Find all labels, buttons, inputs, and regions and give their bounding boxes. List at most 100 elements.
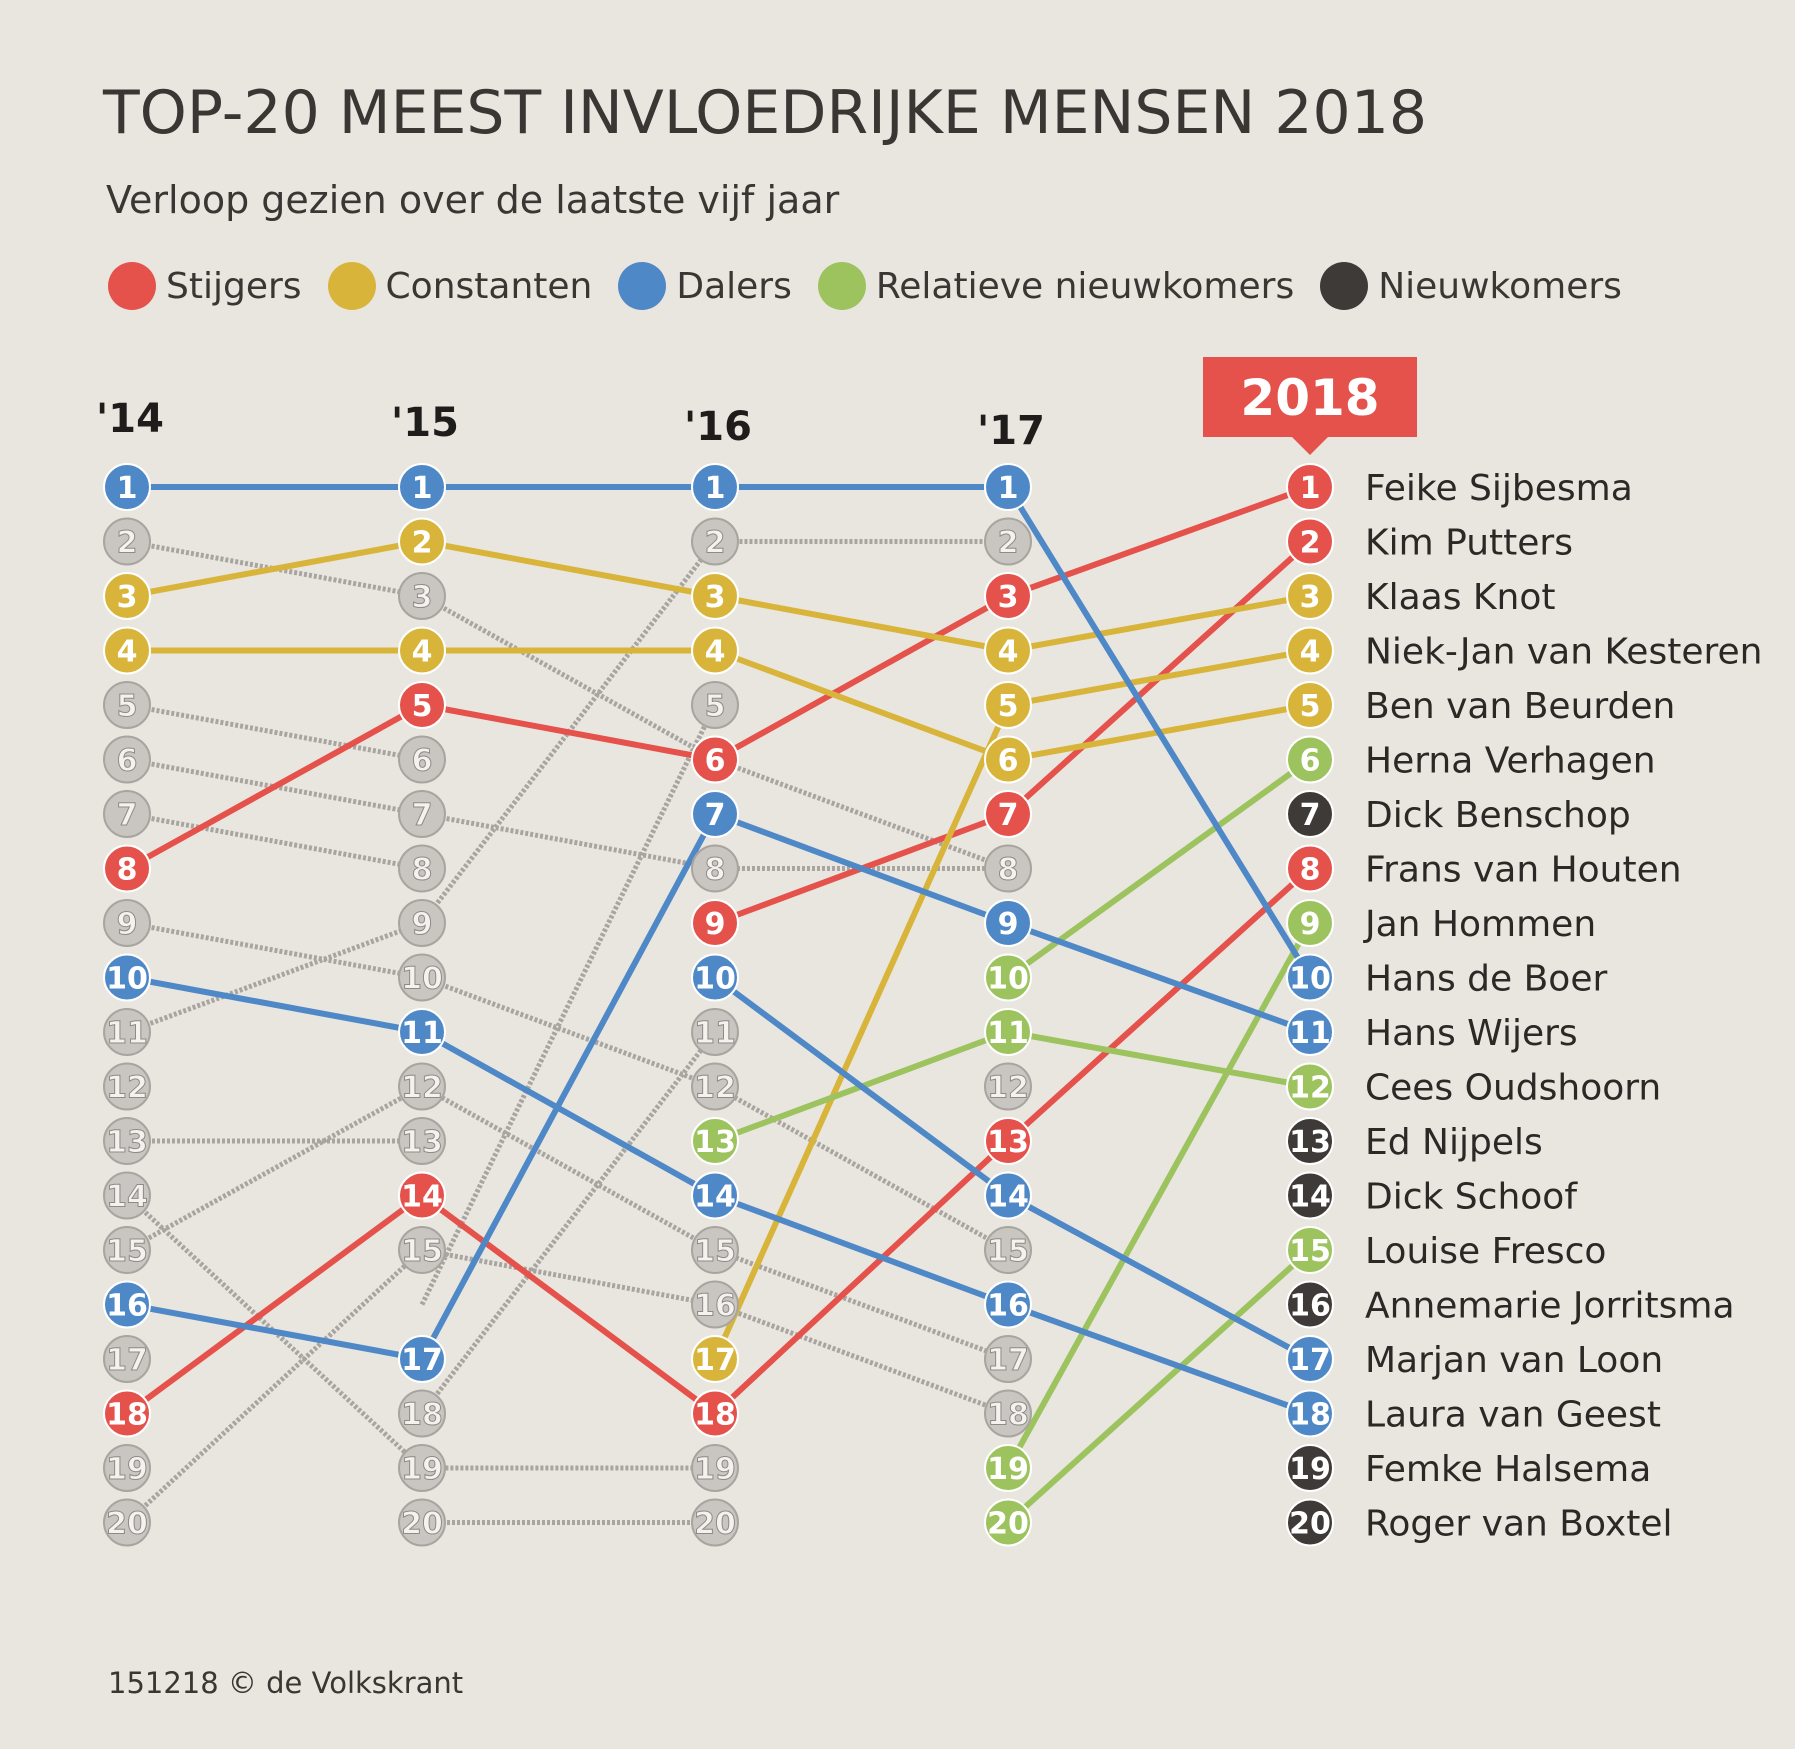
rank-label: 20 (1289, 1507, 1331, 1542)
rank-node (1286, 681, 1334, 729)
grey-rank-node (691, 1444, 739, 1492)
rank-node (1286, 844, 1334, 893)
rank-label: 20 (987, 1507, 1029, 1542)
rank-node (103, 572, 151, 620)
rank-label: 5 (998, 689, 1019, 724)
rank-node (398, 626, 446, 675)
person-name-label: Klaas Knot (1365, 577, 1556, 618)
rank-label: 3 (117, 580, 138, 615)
rank-label: 14 (401, 1180, 443, 1215)
person-name-label: Annemarie Jorritsma (1365, 1286, 1735, 1327)
grey-rank-node (398, 1498, 446, 1547)
person-name-label: Jan Hommen (1363, 904, 1596, 945)
rank-node (691, 1117, 739, 1165)
rank-label: 9 (1300, 907, 1321, 942)
rank-label: 17 (694, 1343, 736, 1378)
rank-label: 16 (987, 1289, 1029, 1324)
rank-node (1286, 1498, 1334, 1547)
grey-track-line (125, 1084, 1009, 1362)
grey-rank-node (984, 1062, 1032, 1111)
legend-item: Constanten (327, 262, 592, 310)
grey-rank-label: 9 (412, 907, 433, 942)
legend-label: Dalers (676, 265, 792, 307)
person-name-label: Louise Fresco (1365, 1231, 1606, 1272)
grey-rank-label: 12 (401, 1071, 443, 1106)
rank-node (984, 953, 1032, 1002)
grey-track-line (420, 1030, 717, 1416)
rank-node (691, 790, 739, 838)
grey-track-line (126, 920, 1010, 1253)
rank-node (984, 463, 1032, 511)
grey-rank-label: 18 (987, 1398, 1029, 1433)
grey-rank-node (398, 1444, 446, 1492)
grey-rank-node (691, 1226, 739, 1274)
rank-node (691, 572, 739, 620)
rank-label: 10 (694, 962, 736, 997)
person-name-label: Ben van Beurden (1365, 686, 1675, 727)
rank-node (691, 1335, 739, 1383)
rank-label: 17 (1289, 1343, 1331, 1378)
rank-nodes (103, 463, 1334, 1547)
chart-subtitle: Verloop gezien over de laatste vijf jaar (106, 178, 840, 222)
rank-label: 6 (1300, 744, 1321, 779)
rank-label: 18 (694, 1398, 736, 1433)
rank-node (1286, 1444, 1334, 1492)
rank-node (984, 790, 1032, 838)
rank-label: 13 (987, 1125, 1029, 1160)
grey-rank-node (398, 844, 446, 893)
person-name-label: Niek-Jan van Kesteren (1365, 632, 1762, 673)
grey-rank-label: 7 (412, 798, 433, 833)
grey-rank-label: 15 (987, 1234, 1029, 1269)
grey-rank-node (691, 1498, 739, 1547)
rank-node (103, 1389, 151, 1438)
grey-rank-node (103, 1444, 151, 1492)
grey-rank-node (103, 1226, 151, 1274)
legend-swatch (327, 262, 376, 310)
rank-node (984, 1171, 1032, 1220)
grey-rank-label: 6 (412, 744, 433, 779)
grey-rank-node (691, 517, 739, 566)
grey-rank-node (691, 1062, 739, 1111)
grey-rank-node (984, 844, 1032, 893)
rank-node (1286, 1335, 1334, 1383)
chart-title: TOP-20 MEEST INVLOEDRIJKE MENSEN 2018 (103, 78, 1428, 148)
rank-label: 19 (987, 1452, 1029, 1487)
rank-node (984, 899, 1032, 947)
grey-rank-node (103, 1335, 151, 1383)
rank-label: 9 (998, 907, 1019, 942)
year-2018-box (1203, 357, 1417, 437)
grey-rank-label: 7 (117, 798, 138, 833)
rank-node (1286, 953, 1334, 1002)
rank-node (691, 735, 739, 784)
person-name-label: Laura van Geest (1365, 1395, 1661, 1436)
grey-rank-node (984, 517, 1032, 566)
rank-node (984, 1280, 1032, 1329)
year-header: '17 (977, 408, 1045, 454)
person-name-label: Cees Oudshoorn (1365, 1068, 1661, 1109)
person-name-label: Hans Wijers (1365, 1013, 1578, 1054)
rank-label: 7 (705, 798, 726, 833)
rank-label: 4 (117, 635, 138, 670)
grey-rank-label: 13 (401, 1125, 443, 1160)
grey-rank-label: 6 (117, 744, 138, 779)
rank-node (103, 463, 151, 511)
grey-rank-label: 8 (998, 853, 1019, 888)
rank-label: 1 (412, 471, 433, 506)
rank-label: 14 (1289, 1180, 1331, 1215)
rank-node (1286, 1280, 1334, 1329)
rank-node (984, 572, 1032, 620)
rank-node (398, 517, 446, 566)
source-credit: 151218 © de Volkskrant (108, 1666, 464, 1700)
legend-label: Relatieve nieuwkomers (875, 265, 1295, 307)
rank-label: 5 (1300, 689, 1321, 724)
rank-node (984, 626, 1032, 675)
grey-rank-node (103, 681, 151, 729)
grey-track-line (419, 703, 718, 1306)
rank-label: 8 (1300, 853, 1321, 888)
grey-rank-label: 16 (694, 1289, 736, 1324)
legend-item: Stijgers (108, 262, 302, 310)
legend: Stijgers Constanten Dalers Relatieve nieuwk… (108, 262, 1648, 310)
grey-rank-node (398, 1226, 446, 1274)
rank-label: 1 (705, 471, 726, 506)
rank-label: 7 (1300, 798, 1321, 833)
